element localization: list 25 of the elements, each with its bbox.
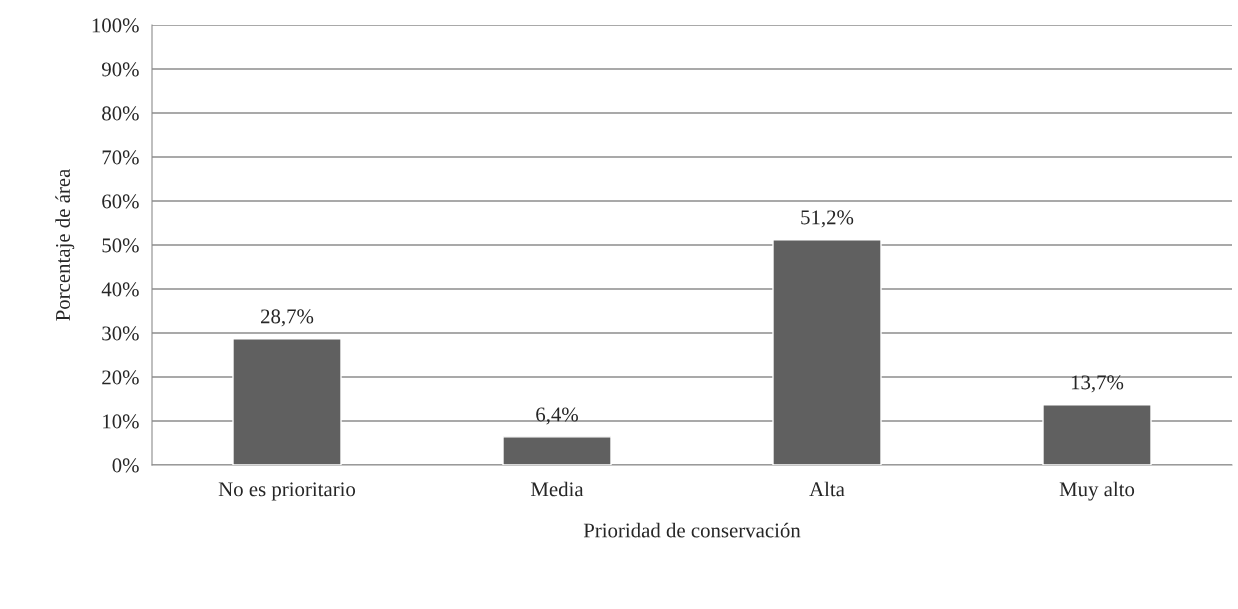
- y-tick-label: 50%: [102, 238, 139, 253]
- data-label: 51,2%: [801, 210, 854, 228]
- y-tick-label: 60%: [102, 194, 139, 209]
- y-tick-label: 100%: [92, 18, 139, 33]
- x-tick-label: No es prioritario: [218, 482, 356, 501]
- y-tick-label: 70%: [102, 150, 139, 165]
- x-tick-label: Alta: [809, 481, 845, 497]
- bar: [1042, 404, 1152, 465]
- x-axis-title: Prioridad de conservación: [583, 522, 801, 538]
- data-label: 28,7%: [261, 309, 314, 327]
- x-tick-label: Media: [530, 481, 584, 497]
- bar: [502, 436, 612, 465]
- y-tick-label: 10%: [103, 414, 139, 429]
- bar: [772, 239, 882, 465]
- x-tick-label: Muy alto: [1059, 481, 1135, 501]
- y-tick-label: 80%: [102, 106, 139, 121]
- y-tick-label: 20%: [102, 370, 139, 385]
- y-axis-title: Porcentaje de área: [55, 168, 75, 321]
- y-tick-label: 30%: [102, 326, 139, 341]
- y-tick-label: 0%: [112, 458, 139, 473]
- data-label: 13,7%: [1071, 375, 1124, 393]
- data-label: 6,4%: [536, 407, 578, 425]
- bar: [232, 338, 342, 465]
- y-tick-label: 40%: [101, 282, 139, 297]
- y-tick-label: 90%: [101, 62, 139, 77]
